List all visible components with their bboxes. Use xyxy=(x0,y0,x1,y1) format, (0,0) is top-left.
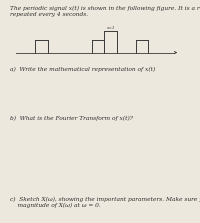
Text: The periodic signal x(t) is shown in the following figure. It is a rectangular p: The periodic signal x(t) is shown in the… xyxy=(10,6,200,17)
Text: c)  Sketch X(ω), showing the important parameters. Make sure you show the
    ma: c) Sketch X(ω), showing the important pa… xyxy=(10,196,200,209)
Text: x=1: x=1 xyxy=(107,27,115,31)
Text: a)  Write the mathematical representation of x(t): a) Write the mathematical representation… xyxy=(10,67,155,72)
Text: b)  What is the Fourier Transform of x(t)?: b) What is the Fourier Transform of x(t)… xyxy=(10,116,133,121)
